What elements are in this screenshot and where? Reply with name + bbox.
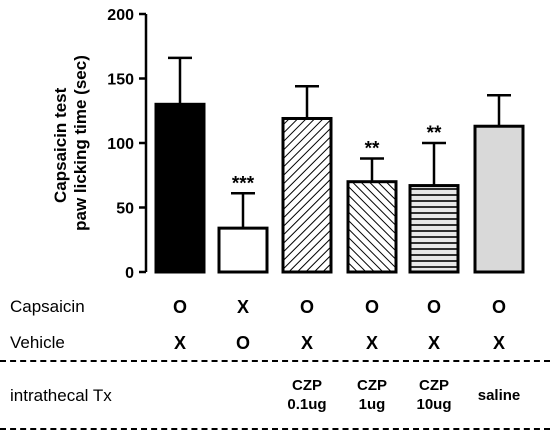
significance-label: ** — [427, 123, 442, 144]
y-axis-label: Capsaicin test paw licking time (sec) — [51, 55, 90, 231]
vehicle-mark: X — [492, 333, 506, 353]
capsaicin-mark: O — [172, 297, 188, 317]
vehicle-mark: X — [427, 333, 441, 353]
divider-bottom — [0, 428, 550, 430]
treatment-entry: saline — [477, 387, 521, 404]
significance-label: *** — [232, 173, 255, 194]
vehicle-mark: X — [300, 333, 314, 353]
bars-group: ******* — [154, 56, 525, 274]
bar — [408, 184, 460, 274]
treatment-entry: CZP 0.1ug — [287, 377, 327, 413]
capsaicin-mark: O — [491, 297, 507, 317]
vehicle-mark: O — [235, 333, 251, 353]
capsaicin-mark: O — [364, 297, 380, 317]
capsaicin-mark: O — [426, 297, 442, 317]
y-axis-ticks: 0 50 100 150 200 — [107, 7, 146, 282]
significance-label: ** — [365, 138, 380, 159]
capsaicin-row-label: Capsaicin — [10, 297, 85, 316]
treatment-row-label: intrathecal Tx — [10, 386, 112, 405]
bar — [217, 226, 269, 274]
capsaicin-mark: O — [299, 297, 315, 317]
capsaicin-mark: X — [236, 297, 250, 317]
bar — [346, 180, 398, 274]
y-tick-label: 100 — [107, 136, 134, 153]
vehicle-mark: X — [365, 333, 379, 353]
y-tick-label: 50 — [116, 201, 134, 218]
y-tick-label: 150 — [107, 72, 134, 89]
y-tick-label: 200 — [107, 7, 134, 24]
bar — [281, 116, 333, 274]
bar — [473, 124, 525, 274]
treatment-entry: CZP 10ug — [416, 377, 452, 413]
y-tick-label: 0 — [125, 265, 134, 282]
y-axis-label-line-2: paw licking time (sec) — [71, 55, 90, 231]
treatment-entry: CZP 1ug — [357, 377, 387, 413]
bar-chart: Capsaicin test paw licking time (sec) 0 5… — [51, 7, 525, 282]
bar — [154, 102, 206, 274]
divider-top — [0, 360, 550, 362]
vehicle-mark: X — [173, 333, 187, 353]
y-axis-label-line-1: Capsaicin test — [51, 87, 70, 203]
vehicle-row-label: Vehicle — [10, 333, 65, 352]
